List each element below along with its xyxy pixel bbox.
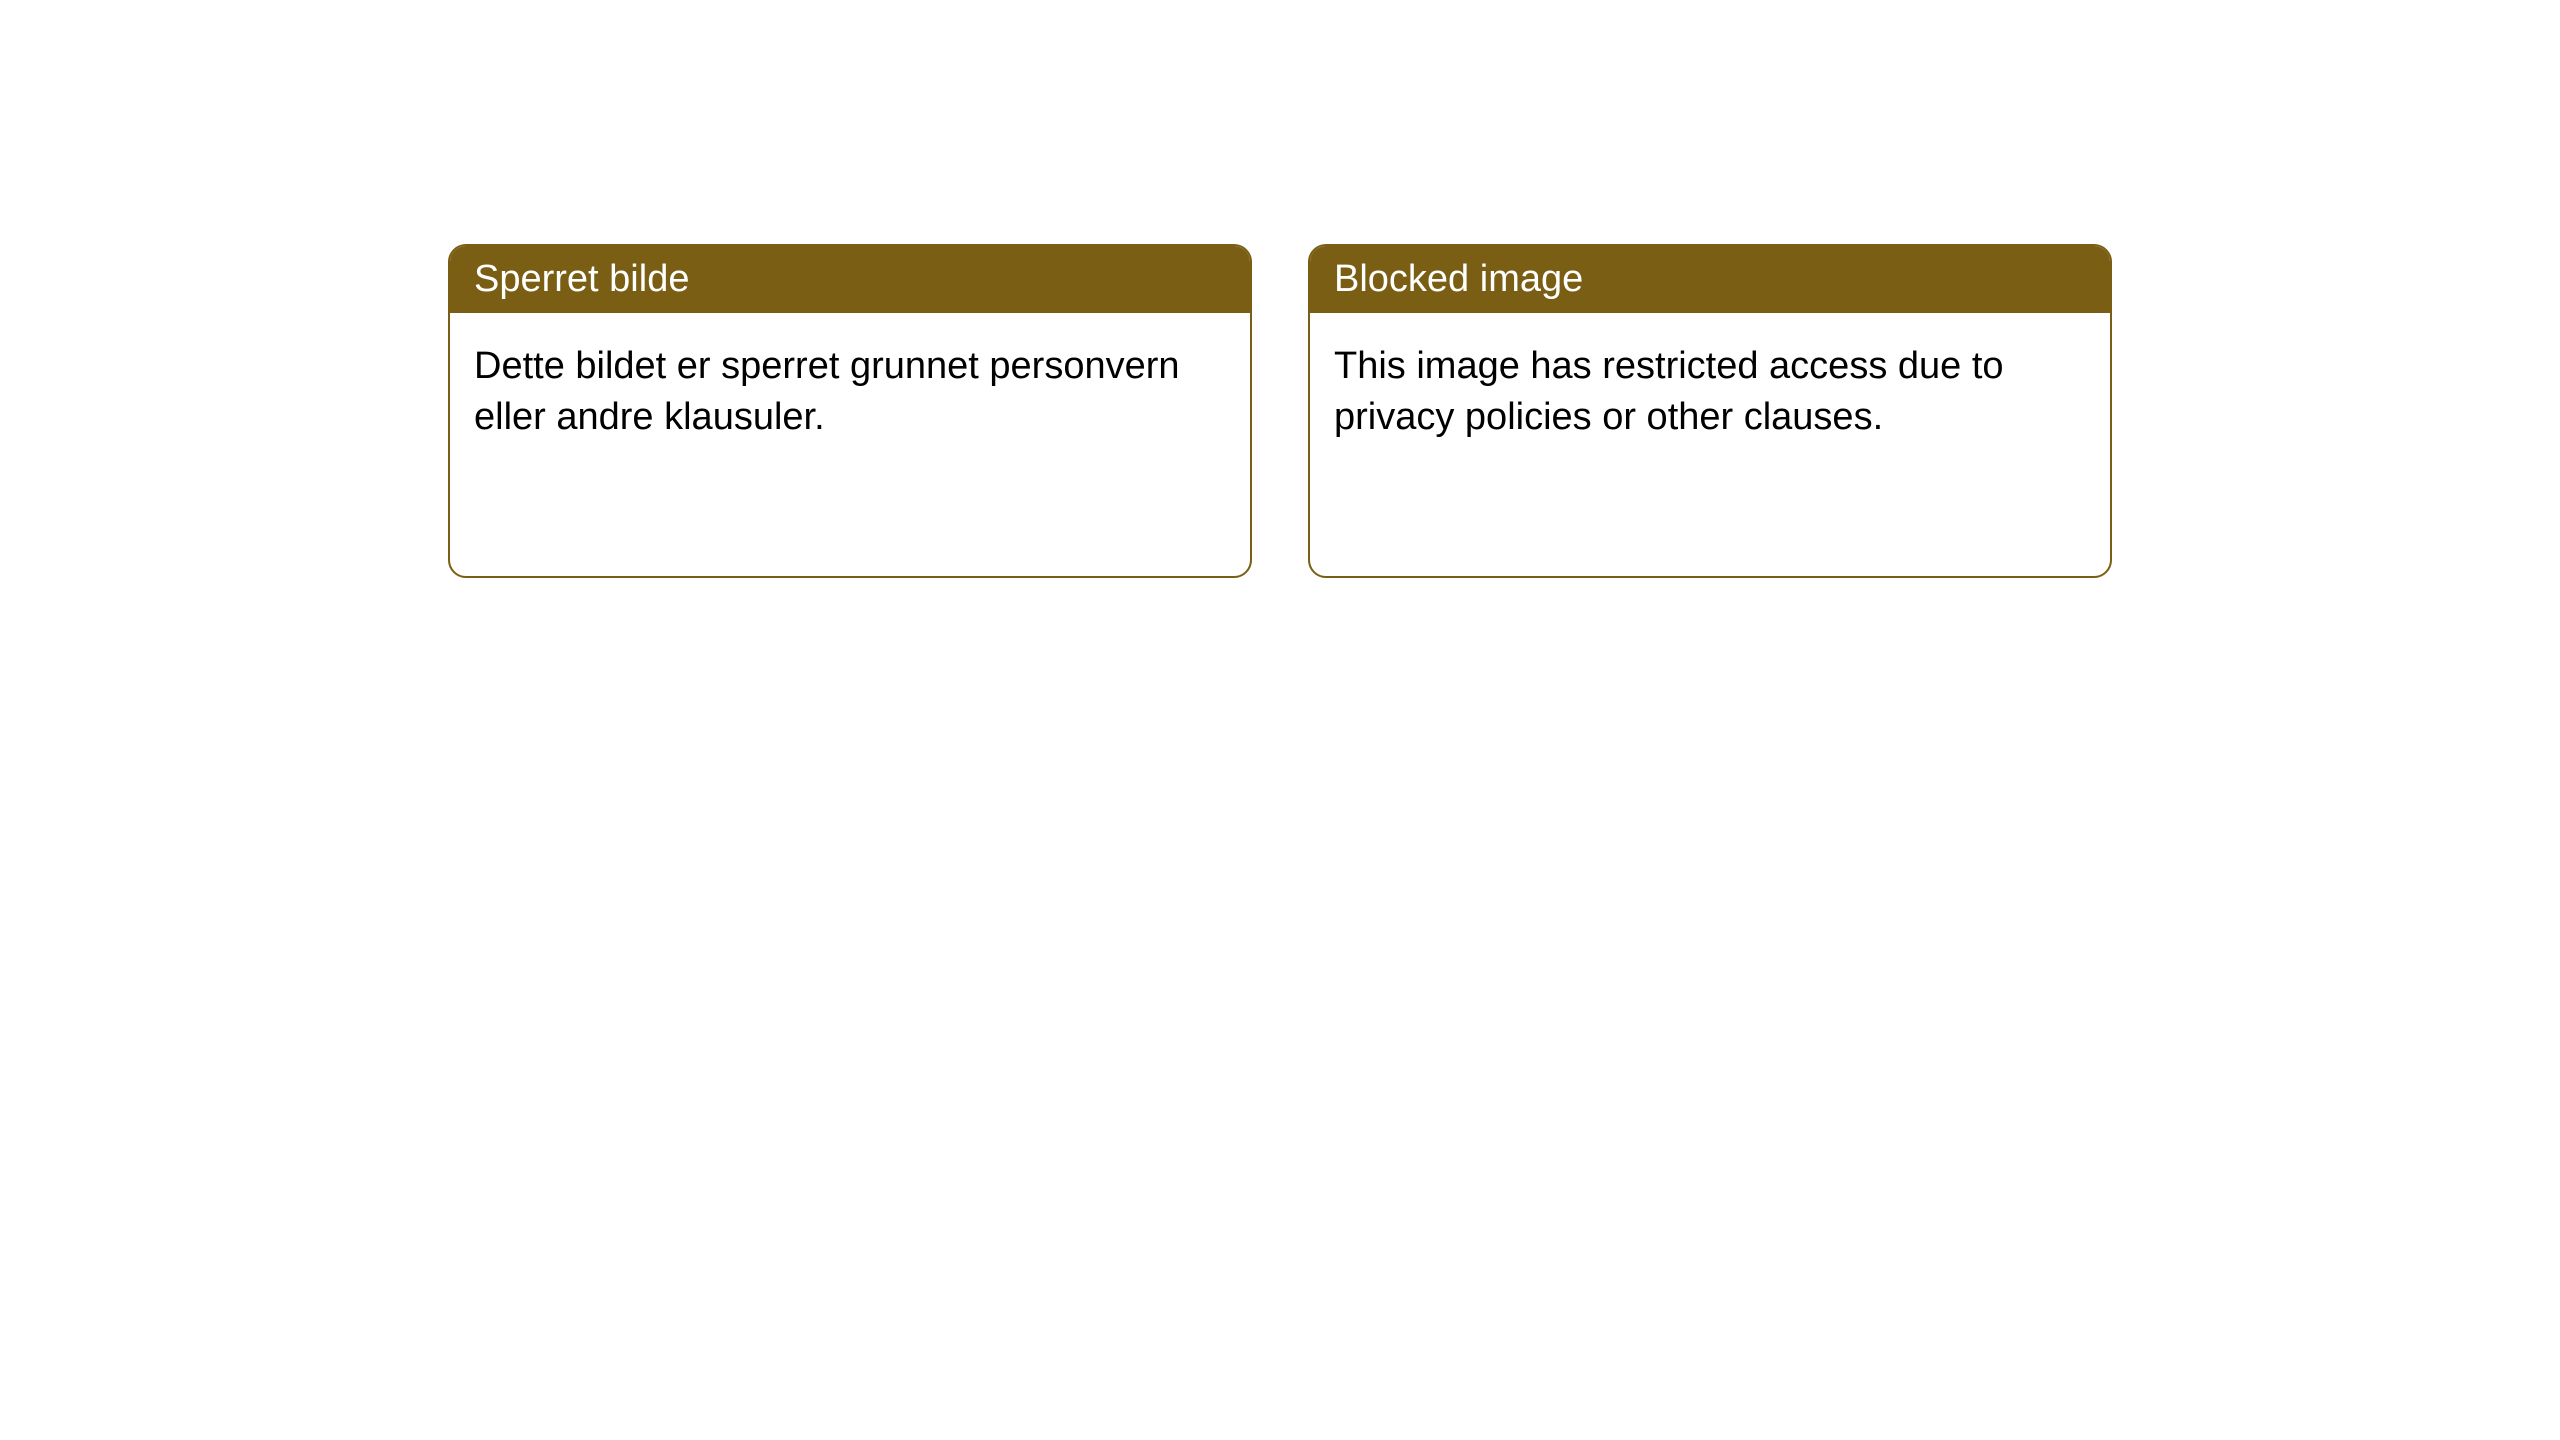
card-header: Blocked image [1310, 246, 2110, 313]
notice-card-norwegian: Sperret bilde Dette bildet er sperret gr… [448, 244, 1252, 578]
card-body: This image has restricted access due to … [1310, 313, 2110, 472]
card-header: Sperret bilde [450, 246, 1250, 313]
card-title: Blocked image [1334, 258, 1583, 300]
notice-card-english: Blocked image This image has restricted … [1308, 244, 2112, 578]
card-message: Dette bildet er sperret grunnet personve… [474, 345, 1180, 438]
card-title: Sperret bilde [474, 258, 689, 300]
card-body: Dette bildet er sperret grunnet personve… [450, 313, 1250, 472]
notice-card-container: Sperret bilde Dette bildet er sperret gr… [0, 0, 2560, 578]
card-message: This image has restricted access due to … [1334, 345, 2004, 438]
